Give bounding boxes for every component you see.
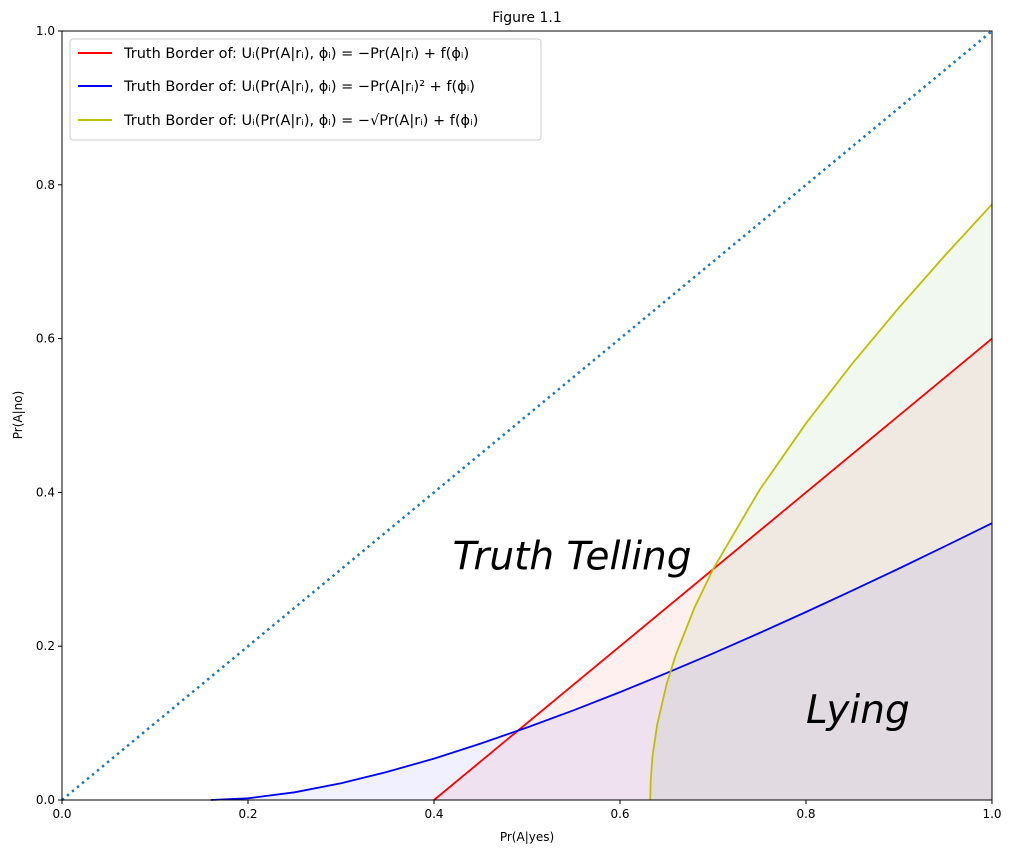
annotation-lying: Lying [806, 688, 910, 733]
y-tick-label: 1.0 [36, 24, 55, 38]
x-tick-label: 0.0 [52, 807, 71, 821]
y-tick-label: 0.4 [36, 485, 55, 499]
fill-region-1 [210, 523, 993, 800]
x-tick-label: 0.6 [610, 807, 629, 821]
series-line-2 [649, 203, 993, 801]
plot-frame [61, 30, 993, 801]
y-axis-label: Pr(A|no) [11, 391, 25, 440]
legend: Truth Border of: Uᵢ(Pr(A|rᵢ), ϕᵢ) = −Pr(… [69, 38, 542, 141]
y-tick-label: 0.0 [36, 793, 55, 807]
axis-ticks: 0.0 0.2 0.4 0.6 0.8 1.0 0.0 0.2 0.4 0.6 0.8 1.0 [36, 24, 1002, 821]
y-tick-label: 0.8 [36, 178, 55, 192]
legend-label-sqrt: Truth Border of: Uᵢ(Pr(A|rᵢ), ϕᵢ) = −√Pr… [123, 113, 478, 129]
x-axis-label: Pr(A|yes) [500, 830, 554, 844]
fill-region-2 [650, 204, 992, 801]
legend-label-linear: Truth Border of: Uᵢ(Pr(A|rᵢ), ϕᵢ) = −Pr(… [123, 46, 469, 62]
y-tick-label: 0.2 [36, 639, 55, 653]
x-tick-label: 0.2 [238, 807, 257, 821]
series-line-1 [210, 522, 993, 801]
x-tick-label: 0.4 [424, 807, 443, 821]
annotation-truth-telling: Truth Telling [453, 534, 692, 579]
x-tick-label: 0.8 [796, 807, 815, 821]
series-lines [61, 30, 993, 801]
y-tick-label: 0.6 [36, 332, 55, 346]
chart-title: Figure 1.1 [492, 10, 561, 26]
x-tick-label: 1.0 [982, 807, 1001, 821]
legend-label-quadratic: Truth Border of: Uᵢ(Pr(A|rᵢ), ϕᵢ) = −Pr(… [123, 79, 475, 95]
